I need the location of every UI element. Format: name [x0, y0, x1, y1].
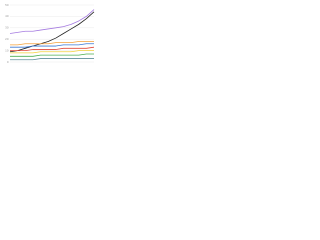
- series-line: [9, 11, 95, 53]
- series-line: [10, 58, 94, 61]
- y-tick-label: 20: [5, 37, 9, 41]
- y-tick-label: 30: [5, 26, 9, 30]
- chart: 0 10 20 30 40 50: [5, 3, 95, 64]
- y-tick-label: 50: [5, 3, 9, 7]
- series-line: [10, 53, 94, 57]
- series-line: [9, 9, 95, 34]
- series-line: [10, 41, 94, 46]
- y-tick-label: 40: [5, 14, 9, 18]
- y-tick-label: 10: [5, 48, 9, 52]
- series-line: [10, 50, 94, 54]
- series-line: [10, 43, 94, 48]
- y-tick-label: 0: [7, 60, 9, 64]
- series-line: [10, 46, 95, 51]
